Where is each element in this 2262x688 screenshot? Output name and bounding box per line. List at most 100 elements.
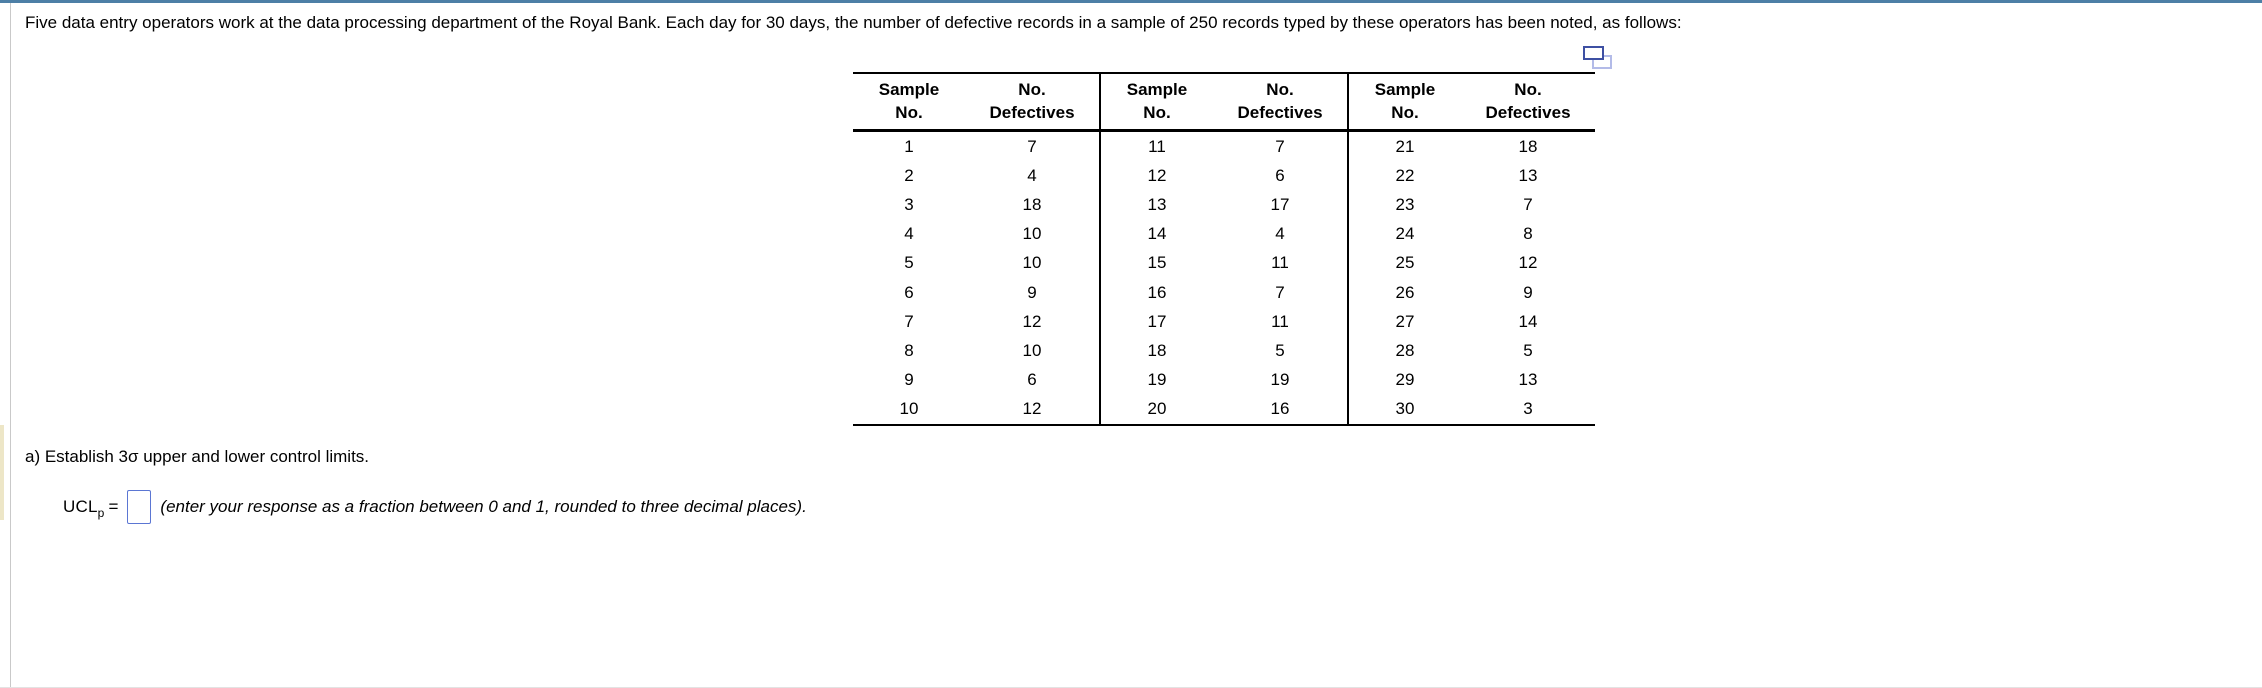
table-row: 10 12 <box>853 395 1099 424</box>
sample-no-cell: 13 <box>1147 194 1167 214</box>
sample-no-cell: 21 <box>1395 136 1415 156</box>
ucl-label: UCLp <box>63 497 105 520</box>
table-row: 14 4 <box>1101 220 1347 249</box>
table-group: Sample No. No. Defectives 11 7 12 6 13 17 14 4 15 11 1… <box>1101 74 1349 424</box>
table-row: 30 3 <box>1349 395 1595 424</box>
defectives-cell: 3 <box>1523 399 1533 419</box>
sample-no-header: Sample No. <box>1374 80 1436 122</box>
defectives-cell: 12 <box>1518 253 1538 273</box>
defectives-table: Sample No. No. Defectives 1 7 2 4 3 18 4 10 5 10 6 9 7 12… <box>853 72 1595 426</box>
table-header-row: Sample No. No. Defectives <box>1349 74 1595 132</box>
question-text: Five data entry operators work at the da… <box>25 13 1682 32</box>
table-row: 15 11 <box>1101 249 1347 278</box>
defectives-cell: 8 <box>1523 224 1533 244</box>
sample-no-header: Sample No. <box>878 80 940 122</box>
defectives-cell: 14 <box>1518 311 1538 331</box>
ucl-answer-input[interactable] <box>127 490 152 524</box>
sample-no-cell: 4 <box>904 224 914 244</box>
sample-no-cell: 28 <box>1395 340 1415 360</box>
sample-no-cell: 8 <box>904 340 914 360</box>
table-row: 7 12 <box>853 307 1099 336</box>
sample-no-cell: 9 <box>904 370 914 390</box>
table-group: Sample No. No. Defectives 21 18 22 13 23 7 24 8 25 12… <box>1349 74 1595 424</box>
sample-no-cell: 14 <box>1147 224 1167 244</box>
no-defectives-header: No. Defectives <box>1485 80 1571 122</box>
table-row: 13 17 <box>1101 190 1347 219</box>
sample-no-cell: 26 <box>1395 282 1415 302</box>
table-row: 19 19 <box>1101 366 1347 395</box>
table-row: 22 13 <box>1349 161 1595 190</box>
sample-no-cell: 5 <box>904 253 914 273</box>
table-row: 17 11 <box>1101 307 1347 336</box>
table-row: 21 18 <box>1349 132 1595 161</box>
sample-no-cell: 29 <box>1395 370 1415 390</box>
defectives-cell: 13 <box>1518 165 1538 185</box>
copy-icon[interactable] <box>1583 46 1614 73</box>
defectives-cell: 5 <box>1523 340 1533 360</box>
sample-no-cell: 30 <box>1395 399 1415 419</box>
sample-no-cell: 27 <box>1395 311 1415 331</box>
sample-no-cell: 3 <box>904 194 914 214</box>
defectives-cell: 4 <box>1275 224 1285 244</box>
sample-no-cell: 23 <box>1395 194 1415 214</box>
defectives-cell: 7 <box>1027 136 1037 156</box>
left-highlight-strip <box>0 425 4 520</box>
sample-no-cell: 15 <box>1147 253 1167 273</box>
table-row: 20 16 <box>1101 395 1347 424</box>
table-row: 24 8 <box>1349 220 1595 249</box>
sample-no-cell: 17 <box>1147 311 1167 331</box>
table-row: 26 9 <box>1349 278 1595 307</box>
sample-no-cell: 12 <box>1147 165 1167 185</box>
defectives-cell: 10 <box>1022 340 1042 360</box>
defectives-cell: 18 <box>1518 136 1538 156</box>
table-row: 4 10 <box>853 220 1099 249</box>
sample-no-cell: 16 <box>1147 282 1167 302</box>
defectives-cell: 12 <box>1022 399 1042 419</box>
table-row: 5 10 <box>853 249 1099 278</box>
no-defectives-header: No. Defectives <box>989 80 1075 122</box>
table-row: 18 5 <box>1101 336 1347 365</box>
defectives-cell: 9 <box>1027 282 1037 302</box>
defectives-cell: 11 <box>1271 253 1289 273</box>
defectives-cell: 6 <box>1275 165 1285 185</box>
table-row: 29 13 <box>1349 366 1595 395</box>
table-header-row: Sample No. No. Defectives <box>853 74 1099 132</box>
top-accent-bar <box>0 0 2262 3</box>
table-group: Sample No. No. Defectives 1 7 2 4 3 18 4 10 5 10 6 9 7 12… <box>853 74 1101 424</box>
no-defectives-header: No. Defectives <box>1237 80 1323 122</box>
sample-no-cell: 20 <box>1147 399 1167 419</box>
equals-sign: = <box>108 497 119 516</box>
copy-icon-front-rect <box>1583 46 1604 60</box>
table-row: 12 6 <box>1101 161 1347 190</box>
table-row: 23 7 <box>1349 190 1595 219</box>
defectives-cell: 12 <box>1022 311 1042 331</box>
sample-no-cell: 24 <box>1395 224 1415 244</box>
defectives-cell: 16 <box>1270 399 1290 419</box>
defectives-cell: 11 <box>1271 311 1289 331</box>
defectives-cell: 6 <box>1027 370 1037 390</box>
defectives-cell: 7 <box>1275 282 1285 302</box>
sample-no-cell: 11 <box>1148 136 1166 156</box>
defectives-cell: 13 <box>1518 370 1538 390</box>
ucl-subscript: p <box>97 506 105 520</box>
defectives-cell: 10 <box>1022 224 1042 244</box>
table-header-row: Sample No. No. Defectives <box>1101 74 1347 132</box>
sample-no-cell: 22 <box>1395 165 1415 185</box>
table-row: 28 5 <box>1349 336 1595 365</box>
defectives-cell: 5 <box>1275 340 1285 360</box>
sample-no-cell: 1 <box>904 136 914 156</box>
table-row: 25 12 <box>1349 249 1595 278</box>
defectives-cell: 7 <box>1523 194 1533 214</box>
sample-no-header: Sample No. <box>1126 80 1188 122</box>
table-row: 27 14 <box>1349 307 1595 336</box>
sample-no-cell: 18 <box>1147 340 1167 360</box>
defectives-cell: 10 <box>1022 253 1042 273</box>
sample-no-cell: 25 <box>1395 253 1415 273</box>
table-row: 11 7 <box>1101 132 1347 161</box>
defectives-cell: 7 <box>1275 136 1285 156</box>
